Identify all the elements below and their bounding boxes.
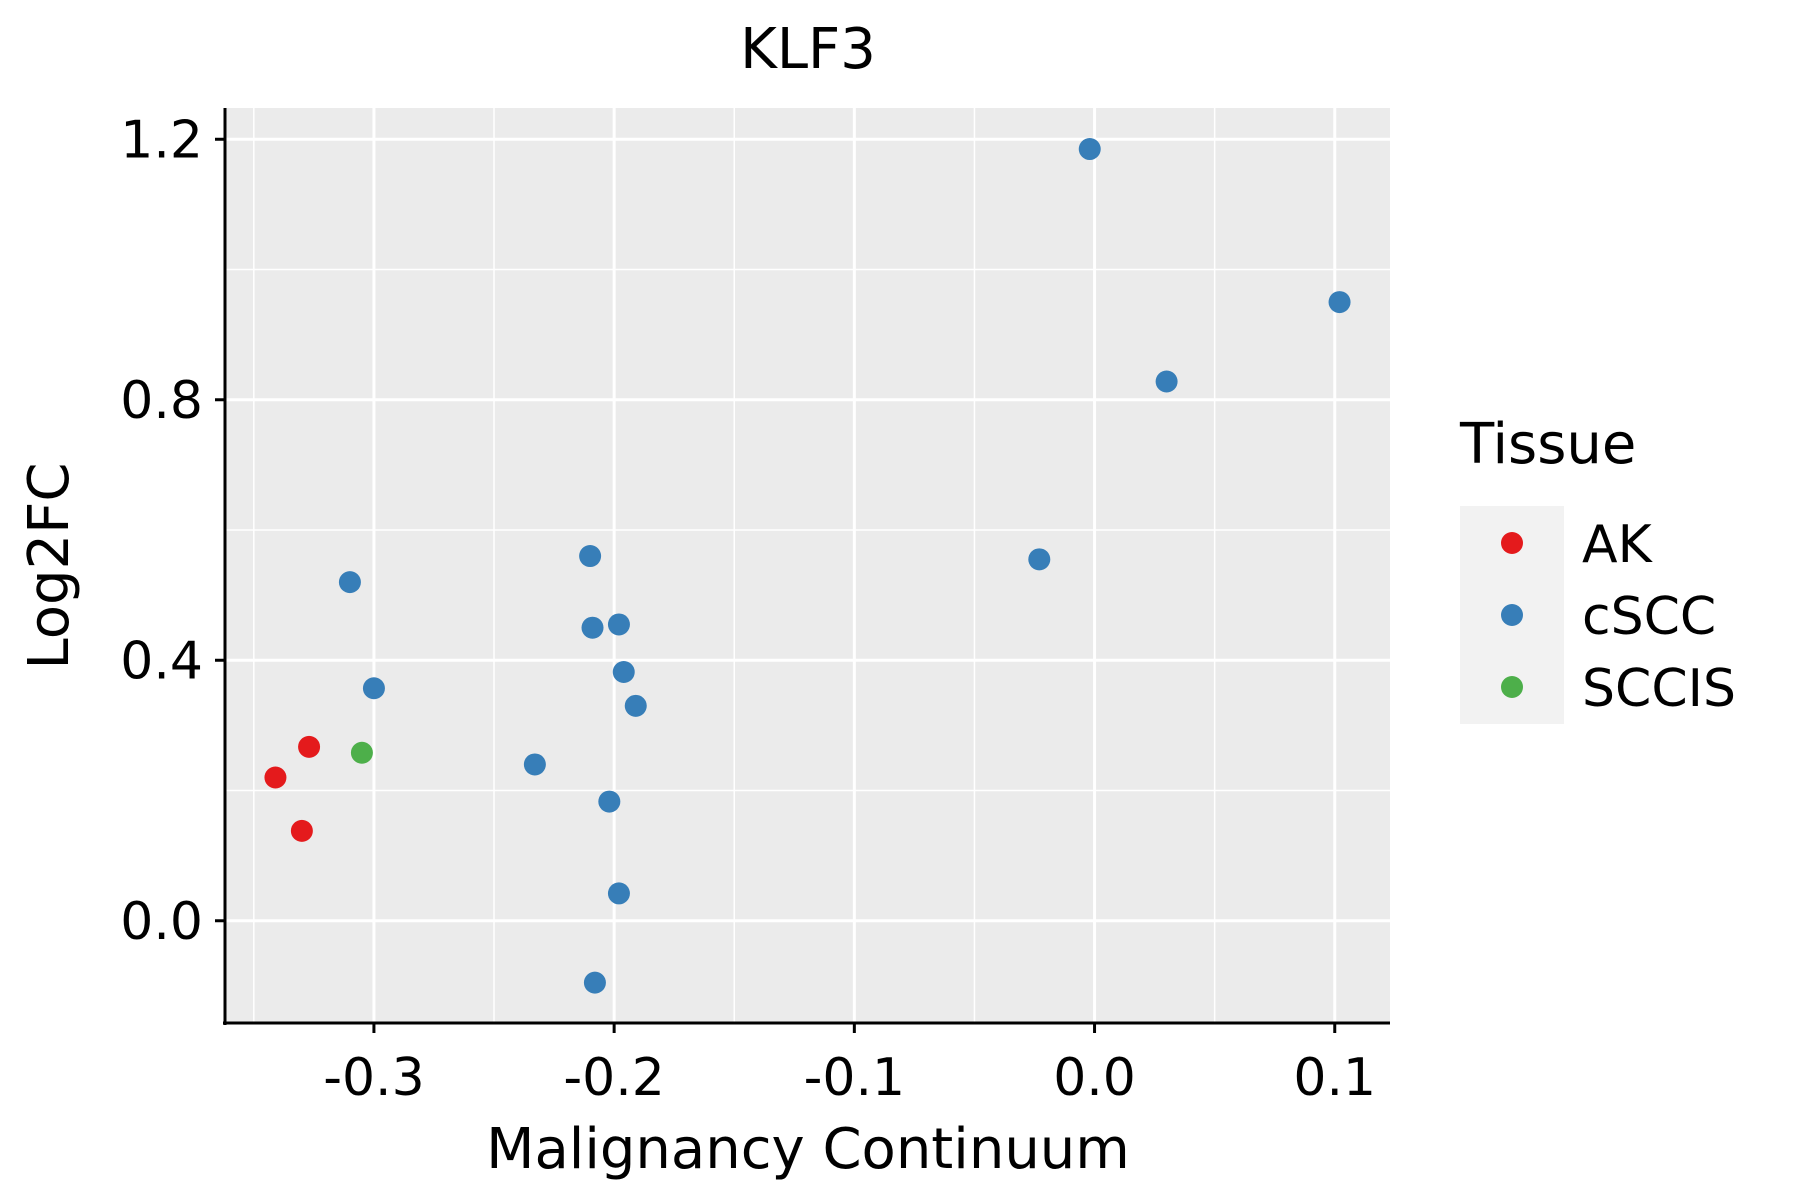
x-tick-label: -0.2 xyxy=(563,1048,664,1108)
data-point-cscc xyxy=(579,545,602,568)
data-point-cscc xyxy=(612,660,635,683)
data-point-cscc xyxy=(362,677,385,700)
y-axis-title: Log2FC xyxy=(17,463,82,670)
legend-label-sccis: SCCIS xyxy=(1582,659,1736,719)
plot-panel xyxy=(225,108,1390,1023)
data-point-cscc xyxy=(523,753,546,776)
y-tick-label: 1.2 xyxy=(120,110,203,170)
data-point-cscc xyxy=(1155,370,1178,393)
data-point-sccis xyxy=(350,741,373,764)
y-tick-label: 0.0 xyxy=(120,892,203,952)
y-tick-label: 0.4 xyxy=(120,631,203,691)
legend-key-ak xyxy=(1501,532,1523,554)
legend-key-cscc xyxy=(1501,604,1523,626)
data-point-cscc xyxy=(581,616,604,639)
legend-title: Tissue xyxy=(1459,412,1636,477)
legend-key-sccis xyxy=(1501,676,1523,698)
data-point-cscc xyxy=(338,571,361,594)
x-tick-label: -0.1 xyxy=(804,1048,905,1108)
legend-label-ak: AK xyxy=(1582,515,1654,575)
legend: Tissue AK cSCC SCCIS xyxy=(1459,412,1736,724)
x-axis-ticks: -0.3 -0.2 -0.1 0.0 0.1 xyxy=(323,1023,1376,1108)
y-tick-label: 0.8 xyxy=(120,371,203,431)
x-tick-label: 0.1 xyxy=(1293,1048,1376,1108)
data-point-cscc xyxy=(598,790,621,813)
data-point-cscc xyxy=(607,613,630,636)
data-points xyxy=(264,138,1351,994)
y-axis-ticks: 0.0 0.4 0.8 1.2 xyxy=(120,110,225,952)
data-point-cscc xyxy=(1028,548,1051,571)
data-point-ak xyxy=(298,735,321,758)
legend-label-cscc: cSCC xyxy=(1582,587,1716,647)
data-point-cscc xyxy=(1328,291,1351,314)
data-point-cscc xyxy=(1078,138,1101,161)
grid-lines xyxy=(225,108,1390,1023)
x-axis-title: Malignancy Continuum xyxy=(486,1117,1130,1182)
data-point-ak xyxy=(264,766,287,789)
data-point-cscc xyxy=(607,882,630,905)
data-point-cscc xyxy=(624,694,647,717)
data-point-ak xyxy=(290,819,313,842)
chart-title: KLF3 xyxy=(740,17,876,82)
x-tick-label: 0.0 xyxy=(1053,1048,1136,1108)
x-tick-label: -0.3 xyxy=(323,1048,424,1108)
data-point-cscc xyxy=(583,971,606,994)
